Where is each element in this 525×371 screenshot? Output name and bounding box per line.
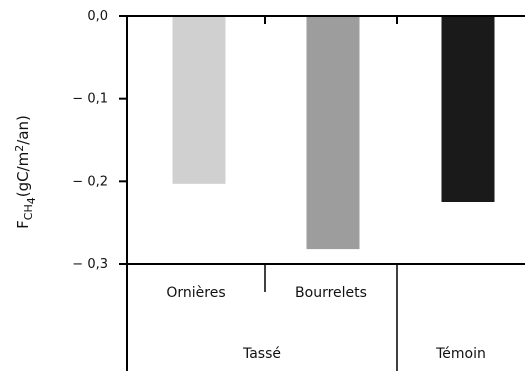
y-tick-label: − 0,1 (72, 92, 108, 107)
category-label: Ornières (166, 285, 225, 301)
category-label: Bourrelets (295, 285, 367, 301)
y-axis-ticks: 0,0 − 0,1 − 0,2 − 0,3 (72, 9, 127, 272)
group-label: Tassé (242, 346, 281, 362)
y-tick-label: − 0,2 (72, 174, 108, 189)
group-label: Témoin (435, 346, 486, 362)
bar-témoin (441, 16, 495, 202)
y-tick-label: 0,0 (87, 9, 108, 24)
bar-bourrelets (306, 16, 360, 250)
bars (172, 16, 495, 250)
group-labels: Tassé Témoin (242, 346, 486, 362)
y-tick-label: − 0,3 (72, 257, 108, 272)
bar-ornières (172, 16, 226, 184)
category-labels: Ornières Bourrelets (166, 285, 367, 301)
y-axis-label: FCH4(gC/m2/an) (13, 115, 38, 229)
